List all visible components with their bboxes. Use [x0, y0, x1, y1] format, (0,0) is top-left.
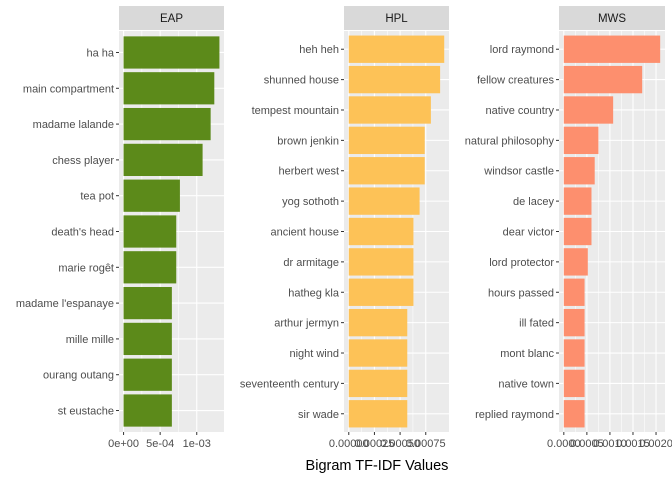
x-tick-label: 0.0015	[616, 438, 650, 450]
y-tick-label: hatheg kla	[288, 287, 340, 299]
x-tick-label: 0.00025	[355, 438, 395, 450]
bar-eap-4	[123, 143, 203, 177]
y-tick-label: ourang outang	[43, 370, 114, 382]
bar-hpl-7	[348, 217, 414, 246]
y-tick-label: marie rogêt	[58, 262, 114, 274]
y-tick-label: st eustache	[58, 406, 114, 418]
x-tick-label: 0.0000	[547, 438, 581, 450]
x-tick-label: 0.00075	[406, 438, 446, 450]
bar-mws-1	[563, 35, 661, 63]
bar-hpl-13	[348, 400, 408, 428]
bar-hpl-3	[348, 96, 431, 124]
y-tick-label: natural philosophy	[465, 135, 555, 147]
x-tick-label: 0e+00	[108, 438, 139, 450]
x-tick-label: 0.00000	[329, 438, 369, 450]
y-tick-label: brown jenkin	[277, 135, 339, 147]
y-tick-label: mont blanc	[500, 348, 554, 360]
y-tick-label: main compartment	[23, 83, 114, 95]
x-tick-label: 0.0020	[639, 438, 672, 450]
bar-mws-9	[563, 278, 585, 306]
y-tick-label: native country	[486, 105, 555, 117]
y-tick-label: heh heh	[299, 44, 339, 56]
y-tick-label: windsor castle	[483, 166, 554, 178]
bar-eap-8	[123, 286, 172, 320]
y-tick-label: dear victor	[503, 227, 555, 239]
y-tick-label: death's head	[51, 227, 114, 239]
x-axis-title: Bigram TF-IDF Values	[306, 458, 449, 474]
bar-eap-3	[123, 107, 211, 141]
y-tick-label: yog sothoth	[282, 196, 339, 208]
x-tick-label: 0.0005	[570, 438, 604, 450]
bar-hpl-6	[348, 187, 420, 215]
y-tick-label: ill fated	[519, 318, 554, 330]
bar-hpl-5	[348, 157, 425, 185]
facet-strip-hpl	[344, 6, 449, 30]
bar-mws-5	[563, 157, 595, 185]
y-tick-label: seventeenth century	[240, 378, 340, 390]
y-tick-label: dr armitage	[283, 257, 339, 269]
y-tick-label: lord raymond	[490, 44, 554, 56]
x-tick-label: 0.0010	[593, 438, 627, 450]
bar-eap-7	[123, 251, 177, 284]
bar-eap-1	[123, 36, 220, 69]
bar-hpl-8	[348, 248, 414, 276]
bar-eap-9	[123, 322, 172, 356]
y-tick-label: herbert west	[278, 166, 339, 178]
bar-eap-5	[123, 179, 180, 212]
y-tick-label: madame l'espanaye	[16, 298, 114, 310]
bar-mws-6	[563, 187, 592, 215]
x-tick-label: 0.00050	[380, 438, 420, 450]
x-tick-label: 5e-04	[146, 438, 174, 450]
facet-strip-label-eap: EAP	[160, 13, 183, 25]
y-tick-label: tea pot	[80, 191, 114, 203]
facet-strip-eap	[119, 6, 224, 30]
bar-mws-10	[563, 308, 585, 337]
bar-mws-11	[563, 339, 585, 367]
x-tick-label: 1e-03	[183, 438, 211, 450]
facet-strip-mws	[559, 6, 665, 30]
y-tick-label: mille mille	[66, 334, 114, 346]
bar-mws-7	[563, 217, 592, 246]
y-tick-label: madame lalande	[33, 119, 114, 131]
y-tick-label: sir wade	[298, 409, 339, 421]
y-tick-label: night wind	[289, 348, 339, 360]
y-tick-label: lord protector	[489, 257, 554, 269]
y-tick-label: native town	[498, 378, 554, 390]
y-tick-label: ancient house	[271, 227, 340, 239]
bar-eap-10	[123, 358, 172, 391]
bar-hpl-2	[348, 65, 441, 94]
bar-eap-2	[123, 72, 215, 105]
bar-mws-8	[563, 248, 588, 276]
bar-hpl-9	[348, 278, 414, 306]
bar-hpl-11	[348, 339, 408, 367]
bar-mws-4	[563, 126, 599, 155]
bar-mws-12	[563, 369, 585, 398]
y-tick-label: tempest mountain	[252, 105, 339, 117]
bar-eap-11	[123, 394, 172, 427]
bar-eap-6	[123, 215, 177, 248]
bar-hpl-10	[348, 308, 408, 337]
bar-mws-13	[563, 400, 585, 428]
y-tick-label: shunned house	[264, 75, 339, 87]
facet-strip-label-mws: MWS	[598, 13, 626, 25]
bar-hpl-4	[348, 126, 425, 155]
y-tick-label: fellow creatures	[477, 75, 555, 87]
y-tick-label: ha ha	[86, 47, 114, 59]
y-tick-label: de lacey	[513, 196, 554, 208]
bar-hpl-1	[348, 35, 445, 63]
y-tick-label: replied raymond	[475, 409, 554, 421]
y-tick-label: chess player	[52, 155, 114, 167]
y-tick-label: arthur jermyn	[274, 318, 339, 330]
facet-strip-label-hpl: HPL	[385, 13, 408, 25]
bar-hpl-12	[348, 369, 408, 398]
y-tick-label: hours passed	[488, 287, 554, 299]
bar-mws-2	[563, 65, 643, 94]
bar-mws-3	[563, 96, 614, 124]
